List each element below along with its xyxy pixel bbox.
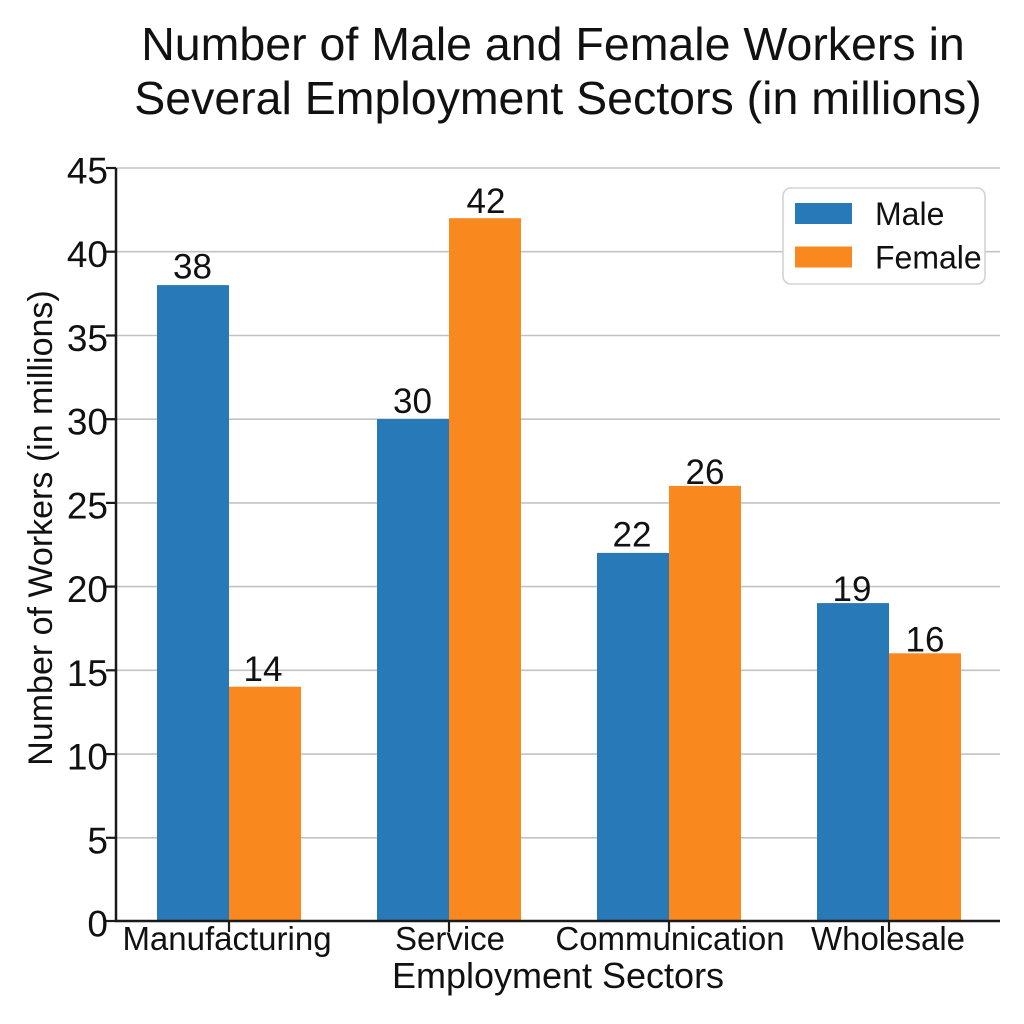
- svg-text:0: 0: [87, 904, 108, 945]
- svg-text:Several Employment Sectors (in: Several Employment Sectors (in millions): [134, 72, 982, 124]
- svg-text:30: 30: [67, 402, 108, 443]
- svg-text:26: 26: [686, 453, 725, 492]
- svg-text:22: 22: [613, 516, 652, 555]
- svg-text:Service: Service: [395, 920, 505, 957]
- svg-text:5: 5: [87, 820, 108, 861]
- svg-text:10: 10: [67, 737, 108, 778]
- svg-text:16: 16: [906, 621, 945, 660]
- svg-text:Communication: Communication: [555, 920, 784, 957]
- svg-text:19: 19: [833, 570, 872, 609]
- svg-text:38: 38: [173, 248, 212, 287]
- svg-text:35: 35: [67, 318, 108, 359]
- svg-text:45: 45: [67, 151, 108, 192]
- svg-text:Number of Workers (in millions: Number of Workers (in millions): [22, 290, 60, 765]
- svg-text:15: 15: [67, 653, 108, 694]
- svg-text:Male: Male: [875, 196, 944, 232]
- svg-text:Employment Sectors: Employment Sectors: [392, 955, 724, 996]
- svg-text:Female: Female: [875, 240, 982, 276]
- svg-text:Wholesale: Wholesale: [811, 920, 965, 957]
- svg-text:40: 40: [67, 234, 108, 275]
- svg-text:25: 25: [67, 485, 108, 526]
- svg-text:30: 30: [393, 382, 432, 421]
- svg-text:14: 14: [244, 650, 283, 689]
- svg-text:Number of Male and Female Work: Number of Male and Female Workers in: [141, 18, 965, 70]
- svg-text:20: 20: [67, 569, 108, 610]
- svg-text:42: 42: [467, 182, 506, 221]
- svg-text:Manufacturing: Manufacturing: [122, 920, 331, 957]
